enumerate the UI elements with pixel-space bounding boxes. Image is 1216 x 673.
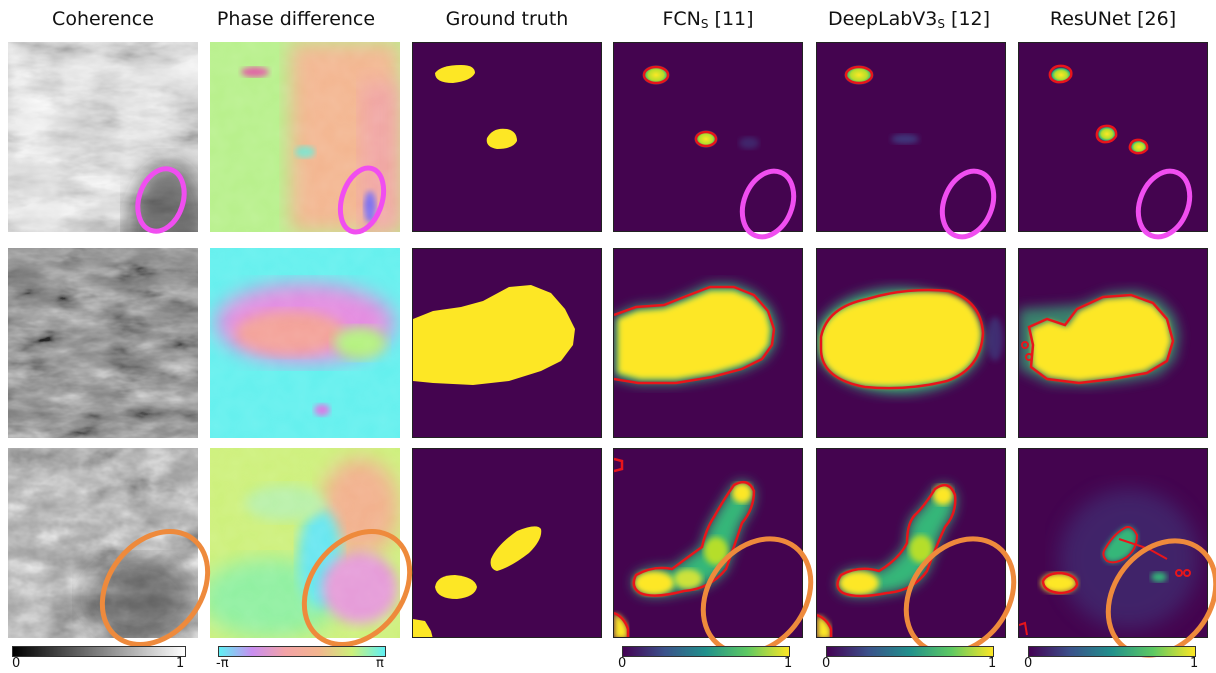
column-title-text: Coherence [52, 8, 154, 30]
ground-truth-image-row1 [412, 42, 602, 232]
resunet-prediction-row2 [1018, 248, 1208, 438]
phase-colorbar-max: π [376, 656, 384, 671]
resunet-colorbar-min: 0 [1024, 656, 1033, 671]
resunet-prediction-row3 [1018, 448, 1208, 638]
column-title-text: DeepLabV3 [827, 8, 938, 30]
column-title-text: Phase difference [216, 8, 376, 30]
coherence-image-row1 [8, 42, 198, 232]
phase-difference-image-row3 [210, 448, 400, 638]
deeplabv3-colorbar-min: 0 [822, 656, 831, 671]
resunet-prediction-row1 [1018, 42, 1208, 232]
deeplabv3-colorbar-max: 1 [988, 656, 997, 671]
deeplabv3-probability-colorbar [826, 646, 994, 657]
fcn-colorbar-max: 1 [784, 656, 793, 671]
coherence-colorbar-max: 1 [176, 656, 185, 671]
phase-difference-image-row2 [210, 248, 400, 438]
coherence-colorbar-min: 0 [12, 656, 21, 671]
fcn-colorbar-min: 0 [618, 656, 627, 671]
column-title-text: FCN [662, 8, 701, 30]
column-title-fcn: FCNS [11] [613, 4, 803, 34]
column-title-citation: [12] [945, 8, 991, 30]
resunet-colorbar-max: 1 [1190, 656, 1199, 671]
phase-colorbar [218, 646, 386, 657]
coherence-image-row3 [8, 448, 198, 638]
column-title-citation: [11] [708, 8, 754, 30]
column-title-subscript: S [937, 17, 946, 31]
fcn-probability-colorbar [622, 646, 790, 657]
coherence-colorbar [12, 646, 186, 657]
resunet-probability-colorbar [1028, 646, 1196, 657]
ground-truth-image-row2 [412, 248, 602, 438]
deeplabv3-prediction-row2 [816, 248, 1006, 438]
coherence-image-row2 [8, 248, 198, 438]
column-title-deeplabv3: DeepLabV3S [12] [804, 4, 1014, 34]
deeplabv3-prediction-row1 [816, 42, 1006, 232]
fcn-prediction-row2 [613, 248, 803, 438]
fcn-prediction-row1 [613, 42, 803, 232]
ground-truth-image-row3 [412, 448, 602, 638]
column-title-resunet: ResUNet [26] [1018, 4, 1208, 34]
phase-colorbar-min: -π [216, 656, 229, 671]
column-title-ground-truth: Ground truth [412, 4, 602, 34]
deeplabv3-prediction-row3 [816, 448, 1006, 638]
column-title-text: Ground truth [445, 8, 569, 30]
column-title-text: ResUNet [1049, 8, 1132, 30]
phase-difference-image-row1 [210, 42, 400, 232]
column-title-coherence: Coherence [8, 4, 198, 34]
column-title-phase-difference: Phase difference [196, 4, 396, 34]
fcn-prediction-row3 [613, 448, 803, 638]
column-title-subscript: S [700, 17, 709, 31]
column-title-citation: [26] [1131, 8, 1177, 30]
